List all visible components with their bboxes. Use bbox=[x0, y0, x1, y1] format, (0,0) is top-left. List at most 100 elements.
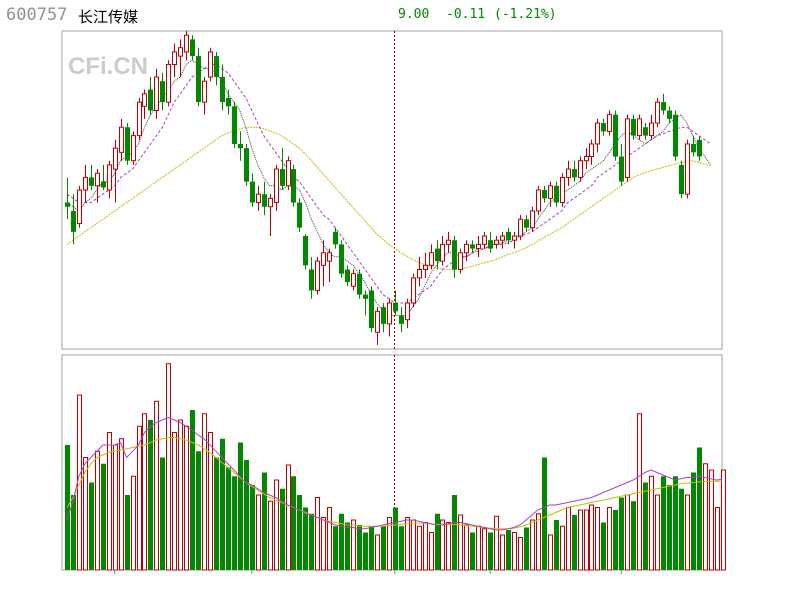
candle-body bbox=[321, 252, 326, 266]
volume-bar-down bbox=[220, 438, 225, 570]
candle-up bbox=[184, 31, 189, 61]
candle-body bbox=[262, 194, 267, 207]
candle-body bbox=[679, 164, 684, 195]
volume-bar-up bbox=[172, 432, 177, 571]
candle-up bbox=[286, 156, 291, 190]
volume-bar-up bbox=[256, 494, 261, 571]
volume-bar-up bbox=[703, 463, 708, 571]
candle-body bbox=[417, 269, 422, 279]
candle-body bbox=[250, 181, 255, 203]
candle-up bbox=[131, 131, 136, 165]
candle-up bbox=[172, 43, 177, 78]
volume-bar-down bbox=[631, 501, 636, 570]
candle-down bbox=[226, 89, 231, 115]
volume-bar-up bbox=[77, 394, 82, 571]
volume-bar-up bbox=[119, 438, 124, 571]
candle-up bbox=[137, 97, 142, 140]
candle-body bbox=[655, 101, 660, 124]
candle-body bbox=[667, 110, 672, 119]
candle-body bbox=[160, 81, 165, 103]
volume-bar-up bbox=[202, 413, 207, 571]
candle-down bbox=[673, 110, 678, 161]
candle-body bbox=[429, 252, 434, 266]
candle-body bbox=[500, 235, 505, 241]
candle-up bbox=[411, 273, 416, 308]
volume-bar-down bbox=[470, 532, 475, 570]
volume-bar-up bbox=[405, 517, 410, 571]
candle-body bbox=[309, 269, 314, 291]
candle-body bbox=[619, 156, 624, 182]
candle-down bbox=[160, 72, 165, 111]
candle-down bbox=[661, 93, 666, 115]
volume-bar-down bbox=[601, 522, 606, 570]
candle-body bbox=[71, 210, 76, 232]
candle-down bbox=[643, 123, 648, 140]
volume-bar-up bbox=[387, 517, 392, 571]
candle-up bbox=[518, 215, 523, 241]
candle-body bbox=[101, 181, 106, 188]
volume-bar-down bbox=[232, 476, 237, 570]
candle-up bbox=[637, 114, 642, 140]
candle-down bbox=[148, 77, 153, 115]
volume-bar-down bbox=[226, 467, 231, 570]
candle-body bbox=[172, 51, 177, 65]
candle-up bbox=[387, 298, 392, 337]
candle-down bbox=[667, 106, 672, 124]
candle-body bbox=[244, 148, 249, 182]
candle-down bbox=[345, 265, 350, 287]
volume-bar-down bbox=[643, 482, 648, 570]
candle-up bbox=[405, 298, 410, 329]
candle-body bbox=[631, 118, 636, 136]
candle-body bbox=[95, 172, 100, 187]
candle-body bbox=[399, 315, 404, 324]
volume-bar-up bbox=[411, 519, 416, 571]
candle-down bbox=[220, 64, 225, 111]
candle-up bbox=[578, 156, 583, 182]
candle-body bbox=[411, 277, 416, 304]
candle-up bbox=[500, 231, 505, 249]
candle-up bbox=[589, 139, 594, 165]
volume-bar-up bbox=[315, 497, 320, 571]
candle-body bbox=[190, 39, 195, 57]
volume-bar-down bbox=[673, 476, 678, 570]
mavol10-line bbox=[66, 437, 722, 530]
volume-bar-down bbox=[214, 457, 219, 570]
volume-bar-down bbox=[506, 530, 511, 570]
candle-body bbox=[488, 240, 493, 249]
volume-bar-up bbox=[494, 515, 499, 571]
volume-bar-up bbox=[286, 464, 291, 571]
candle-up bbox=[256, 185, 261, 211]
candle-body bbox=[607, 114, 612, 132]
candle-body bbox=[524, 219, 529, 228]
volume-bar-up bbox=[458, 514, 463, 571]
candle-body bbox=[333, 231, 338, 245]
candle-body bbox=[578, 160, 583, 178]
volume-bar-up bbox=[715, 507, 720, 571]
volume-bar-down bbox=[363, 532, 368, 570]
ma10-line bbox=[66, 64, 711, 304]
candle-body bbox=[83, 176, 88, 191]
candle-down bbox=[280, 148, 285, 190]
candle-body bbox=[643, 127, 648, 136]
volume-bar-up bbox=[440, 519, 445, 571]
volume-bar-up bbox=[464, 524, 469, 571]
candle-down bbox=[232, 102, 237, 149]
candle-body bbox=[482, 235, 487, 245]
candle-up bbox=[423, 252, 428, 278]
candle-body bbox=[506, 231, 511, 241]
volume-bar-down bbox=[435, 513, 440, 570]
price-panel-frame bbox=[61, 30, 723, 350]
candle-body bbox=[691, 143, 696, 153]
candle-body bbox=[202, 80, 207, 103]
volume-bar-up bbox=[548, 534, 553, 571]
candle-up bbox=[595, 118, 600, 153]
candle-up bbox=[464, 240, 469, 262]
volume-bar-down bbox=[488, 532, 493, 570]
candle-up bbox=[476, 236, 481, 257]
candle-body bbox=[77, 189, 82, 224]
candle-body bbox=[470, 244, 475, 249]
candle-up bbox=[584, 148, 589, 170]
candle-body bbox=[345, 269, 350, 283]
volume-bar-down bbox=[452, 495, 457, 570]
candle-up bbox=[208, 47, 213, 82]
